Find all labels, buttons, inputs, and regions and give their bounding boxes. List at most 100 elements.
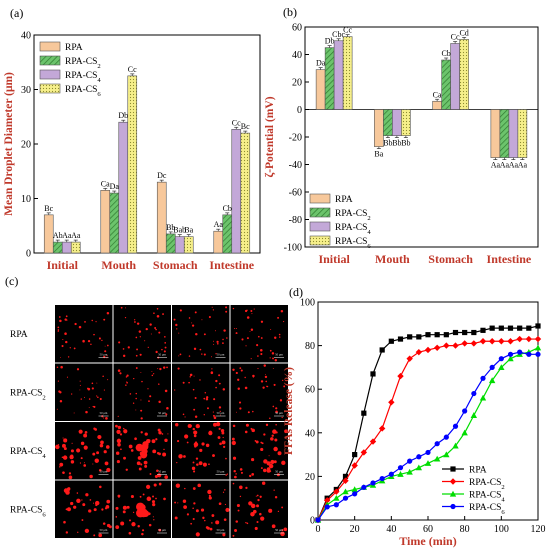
droplet bbox=[212, 454, 215, 458]
droplet bbox=[234, 328, 236, 330]
droplet bbox=[144, 340, 146, 342]
data-point bbox=[461, 340, 468, 347]
scale-bar-label: 50 μm bbox=[217, 411, 225, 415]
bar bbox=[490, 109, 501, 158]
droplet bbox=[130, 494, 134, 499]
droplet bbox=[234, 529, 238, 533]
category-label: Mouth bbox=[101, 258, 136, 272]
droplet bbox=[251, 428, 255, 433]
droplet bbox=[283, 385, 286, 388]
droplet bbox=[148, 523, 152, 527]
y-tick-label: 40 bbox=[21, 31, 31, 42]
data-point bbox=[416, 334, 422, 340]
droplet bbox=[105, 445, 110, 449]
droplet bbox=[271, 434, 274, 437]
droplet bbox=[266, 385, 269, 388]
droplet bbox=[193, 430, 198, 435]
micrograph-image: 50 μm bbox=[55, 422, 113, 480]
droplet bbox=[252, 410, 254, 413]
droplet bbox=[237, 509, 240, 512]
legend-marker bbox=[449, 490, 457, 497]
droplet bbox=[153, 312, 155, 314]
data-point bbox=[452, 442, 459, 449]
droplet bbox=[81, 519, 84, 521]
legend-label: RPA-CS4 bbox=[335, 223, 371, 236]
droplet bbox=[156, 452, 160, 455]
droplet bbox=[213, 343, 215, 345]
droplet bbox=[88, 398, 91, 400]
data-point bbox=[516, 335, 523, 343]
micrograph-image: 50 μm bbox=[113, 305, 171, 363]
significance-letter: Bc bbox=[241, 122, 250, 131]
droplet bbox=[175, 423, 179, 427]
droplet bbox=[250, 310, 253, 313]
droplet bbox=[89, 499, 92, 501]
droplet bbox=[277, 316, 280, 319]
significance-letter: Cc bbox=[232, 118, 241, 127]
droplet bbox=[139, 336, 141, 338]
droplet bbox=[140, 409, 143, 412]
droplet bbox=[135, 409, 137, 411]
droplet bbox=[163, 448, 165, 451]
droplet bbox=[159, 483, 161, 486]
data-point bbox=[480, 375, 486, 381]
significance-letter: Ba bbox=[184, 226, 193, 235]
droplet bbox=[179, 309, 182, 312]
micrograph-row-label: RPA-CS4 bbox=[10, 447, 46, 460]
data-point bbox=[351, 462, 358, 469]
droplet bbox=[97, 396, 99, 399]
droplet bbox=[106, 355, 108, 357]
droplet bbox=[152, 516, 154, 518]
significance-letter: Aa bbox=[214, 220, 224, 229]
droplet-aggregate bbox=[143, 449, 148, 454]
x-tick-label: 120 bbox=[531, 524, 546, 535]
droplet bbox=[273, 446, 278, 452]
droplet bbox=[87, 339, 91, 343]
data-point bbox=[498, 338, 505, 345]
scale-bar-label: 50 μm bbox=[275, 528, 283, 532]
droplet bbox=[174, 389, 176, 391]
droplet bbox=[246, 337, 249, 340]
droplet bbox=[146, 496, 152, 502]
droplet bbox=[135, 392, 137, 395]
droplet bbox=[147, 439, 151, 442]
data-point bbox=[452, 329, 459, 336]
droplet bbox=[271, 352, 275, 355]
bar bbox=[374, 109, 384, 147]
droplet bbox=[236, 503, 240, 508]
data-point bbox=[415, 464, 423, 471]
droplet bbox=[83, 462, 85, 464]
droplet bbox=[252, 376, 255, 378]
droplet bbox=[218, 406, 222, 409]
bar bbox=[342, 36, 353, 110]
bar bbox=[441, 59, 451, 110]
droplet bbox=[237, 387, 240, 390]
droplet bbox=[151, 371, 153, 372]
bar bbox=[118, 121, 129, 254]
droplet bbox=[99, 443, 104, 448]
droplet bbox=[186, 513, 190, 516]
droplet bbox=[80, 398, 82, 400]
droplet bbox=[151, 439, 156, 444]
panel-c-micrograph-grid: (c) RPA 50 μm 50 μm 50 μm 50 μm RPA-CS2 50 μm 50… bbox=[5, 274, 288, 538]
droplet bbox=[210, 371, 214, 375]
droplet bbox=[66, 376, 69, 378]
droplet bbox=[246, 316, 250, 319]
bar bbox=[333, 40, 344, 110]
droplet bbox=[138, 467, 142, 471]
droplet bbox=[106, 311, 110, 315]
significance-letter: Cc bbox=[343, 26, 352, 35]
droplet-aggregate bbox=[136, 502, 145, 512]
data-point bbox=[425, 449, 431, 456]
droplet bbox=[215, 379, 218, 383]
droplet bbox=[156, 307, 159, 310]
droplet bbox=[100, 440, 104, 445]
data-point bbox=[333, 495, 340, 501]
droplet bbox=[79, 384, 81, 386]
bar bbox=[401, 109, 411, 136]
legend-label: RPA-CS6 bbox=[469, 503, 505, 516]
droplet bbox=[263, 364, 266, 367]
droplet bbox=[57, 330, 59, 332]
droplet bbox=[250, 503, 256, 509]
droplet bbox=[92, 405, 94, 408]
